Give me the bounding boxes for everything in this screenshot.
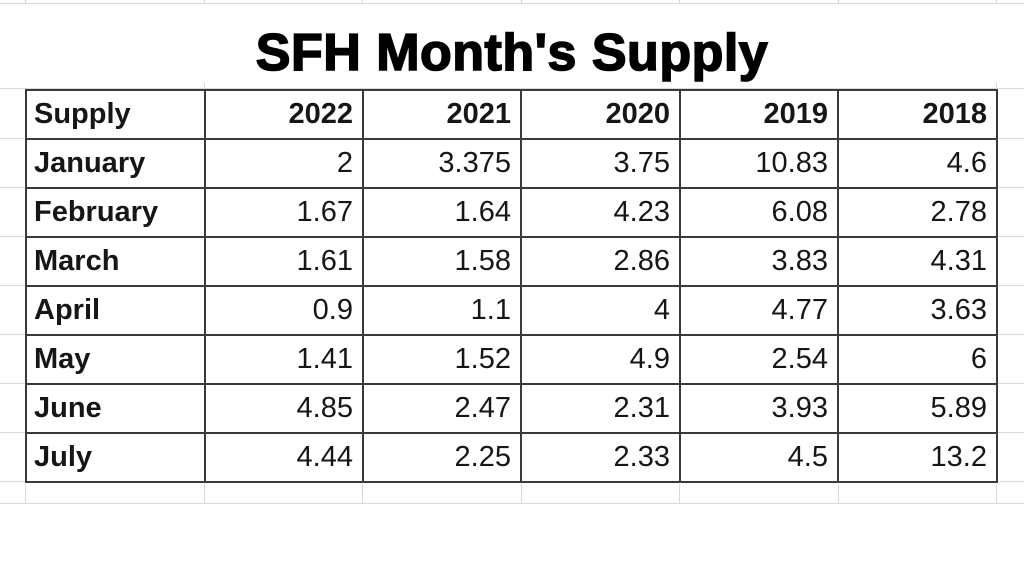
value-cell: 2.31 <box>520 383 681 434</box>
gridline-horizontal <box>0 88 1024 89</box>
value-cell: 4.44 <box>204 432 364 483</box>
value-cell: 1.1 <box>362 285 522 336</box>
value-cell: 4.85 <box>204 383 364 434</box>
value-cell: 4.31 <box>837 236 998 287</box>
column-header-2020: 2020 <box>520 89 681 140</box>
value-cell: 3.93 <box>679 383 839 434</box>
value-cell: 2.47 <box>362 383 522 434</box>
table-row: July 4.44 2.25 2.33 4.5 13.2 <box>25 432 998 483</box>
table-row: January 2 3.375 3.75 10.83 4.6 <box>25 138 998 189</box>
value-cell: 2 <box>204 138 364 189</box>
gridline-vertical <box>204 484 205 503</box>
gridline-vertical <box>838 0 839 4</box>
row-label: February <box>25 187 206 238</box>
value-cell: 2.33 <box>520 432 681 483</box>
supply-table: Supply 2022 2021 2020 2019 2018 January 2… <box>25 89 998 483</box>
value-cell: 3.375 <box>362 138 522 189</box>
table-body: January 2 3.375 3.75 10.83 4.6 February 1.67 1.6… <box>25 138 998 483</box>
gridline-horizontal <box>0 503 1024 504</box>
table-row: April 0.9 1.1 4 4.77 3.63 <box>25 285 998 336</box>
value-cell: 1.41 <box>204 334 364 385</box>
row-label: April <box>25 285 206 336</box>
column-header-2022: 2022 <box>204 89 364 140</box>
table-row: June 4.85 2.47 2.31 3.93 5.89 <box>25 383 998 434</box>
value-cell: 10.83 <box>679 138 839 189</box>
gridline-vertical <box>996 83 997 90</box>
value-cell: 1.52 <box>362 334 522 385</box>
gridline-vertical <box>362 484 363 503</box>
column-header-2021: 2021 <box>362 89 522 140</box>
value-cell: 2.54 <box>679 334 839 385</box>
column-header-supply: Supply <box>25 89 206 140</box>
value-cell: 0.9 <box>204 285 364 336</box>
value-cell: 2.86 <box>520 236 681 287</box>
value-cell: 1.67 <box>204 187 364 238</box>
value-cell: 3.75 <box>520 138 681 189</box>
value-cell: 4.77 <box>679 285 839 336</box>
table-row: February 1.67 1.64 4.23 6.08 2.78 <box>25 187 998 238</box>
row-label: March <box>25 236 206 287</box>
value-cell: 2.78 <box>837 187 998 238</box>
gridline-vertical <box>204 83 205 90</box>
value-cell: 2.25 <box>362 432 522 483</box>
table-row: May 1.41 1.52 4.9 2.54 6 <box>25 334 998 385</box>
column-header-2019: 2019 <box>679 89 839 140</box>
value-cell: 1.64 <box>362 187 522 238</box>
value-cell: 4 <box>520 285 681 336</box>
gridline-vertical <box>838 484 839 503</box>
gridline-vertical <box>204 0 205 4</box>
gridline-vertical <box>679 0 680 4</box>
gridline-vertical <box>362 0 363 4</box>
gridline-vertical <box>521 484 522 503</box>
value-cell: 3.63 <box>837 285 998 336</box>
value-cell: 3.83 <box>679 236 839 287</box>
gridline-vertical <box>25 0 26 4</box>
value-cell: 4.9 <box>520 334 681 385</box>
row-label: June <box>25 383 206 434</box>
column-header-2018: 2018 <box>837 89 998 140</box>
value-cell: 4.23 <box>520 187 681 238</box>
value-cell: 6.08 <box>679 187 839 238</box>
row-label: July <box>25 432 206 483</box>
page-title: SFH Month's Supply <box>255 23 769 83</box>
gridline-vertical <box>996 484 997 503</box>
value-cell: 1.61 <box>204 236 364 287</box>
value-cell: 13.2 <box>837 432 998 483</box>
value-cell: 4.6 <box>837 138 998 189</box>
gridline-vertical <box>521 0 522 4</box>
gridline-horizontal <box>0 3 1024 4</box>
value-cell: 1.58 <box>362 236 522 287</box>
gridline-vertical <box>25 484 26 503</box>
row-label: January <box>25 138 206 189</box>
header-row: Supply 2022 2021 2020 2019 2018 <box>25 89 998 140</box>
value-cell: 4.5 <box>679 432 839 483</box>
row-label: May <box>25 334 206 385</box>
value-cell: 6 <box>837 334 998 385</box>
gridline-vertical <box>679 484 680 503</box>
table-row: March 1.61 1.58 2.86 3.83 4.31 <box>25 236 998 287</box>
value-cell: 5.89 <box>837 383 998 434</box>
gridline-vertical <box>996 0 997 4</box>
